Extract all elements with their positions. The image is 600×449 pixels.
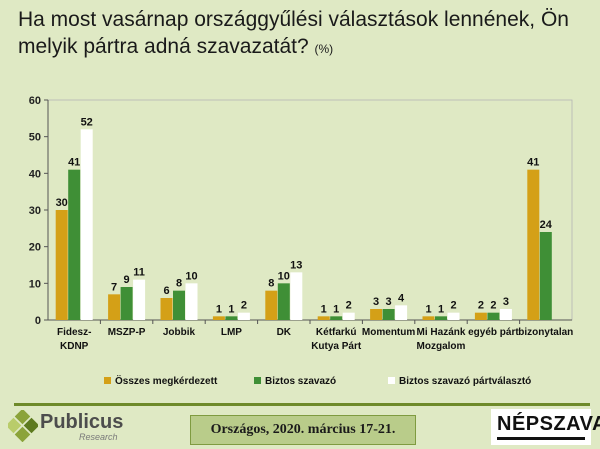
bar-value-label: 8 — [176, 278, 182, 290]
legend-swatch — [388, 377, 395, 384]
bar — [539, 232, 552, 320]
bar — [527, 169, 540, 320]
bar — [160, 298, 173, 320]
publicus-logo-subtext: Research — [79, 432, 118, 442]
bar-value-label: 3 — [386, 296, 392, 308]
y-tick-label: 30 — [29, 205, 41, 217]
y-tick-label: 20 — [29, 242, 41, 254]
x-category-label: Fidesz- — [57, 327, 91, 338]
bar-value-label: 2 — [346, 300, 352, 312]
bar-value-label: 1 — [438, 303, 444, 315]
nepszava-logo: NÉPSZAVA — [491, 409, 600, 445]
footer-divider — [14, 403, 590, 406]
bar-value-label: 1 — [228, 303, 234, 315]
bar-value-label: 3 — [373, 296, 379, 308]
bar — [55, 210, 68, 320]
bar — [317, 316, 330, 320]
bar — [435, 316, 447, 320]
legend-label: Biztos szavazó pártválasztó — [399, 376, 531, 387]
bar — [382, 309, 395, 320]
bar — [185, 283, 198, 320]
bar-value-label: 11 — [133, 267, 145, 279]
x-category-label: Jobbik — [163, 327, 196, 338]
publicus-logo-icon — [8, 410, 38, 442]
bar — [447, 312, 460, 320]
x-category-label: Mozgalom — [417, 341, 466, 352]
bar-value-label: 2 — [490, 300, 496, 312]
x-category-label: Momentum — [362, 327, 415, 338]
x-category-label: KDNP — [60, 341, 89, 352]
bar-value-label: 4 — [398, 292, 405, 304]
bar — [237, 312, 250, 320]
bar — [277, 283, 290, 320]
y-tick-label: 0 — [35, 315, 41, 327]
bar-value-label: 24 — [540, 219, 553, 231]
legend-swatch — [104, 377, 111, 384]
bar — [330, 316, 343, 320]
bar-value-label: 8 — [268, 278, 274, 290]
legend-swatch — [254, 377, 261, 384]
bar — [212, 316, 225, 320]
bar-value-label: 3 — [503, 296, 509, 308]
chart-title-unit: (%) — [314, 42, 334, 56]
bar-value-label: 2 — [478, 300, 484, 312]
bar — [474, 312, 487, 320]
bar-value-label: 10 — [185, 270, 197, 282]
survey-date-label: Országos, 2020. március 17-21. — [190, 415, 416, 445]
y-tick-label: 50 — [29, 132, 41, 144]
x-category-label: egyéb párt — [468, 327, 519, 338]
y-tick-label: 40 — [29, 168, 41, 180]
bar — [422, 316, 435, 320]
bar-value-label: 30 — [56, 197, 68, 209]
bar-value-label: 41 — [68, 157, 80, 169]
bar-value-label: 1 — [216, 303, 222, 315]
bar — [225, 316, 238, 320]
bar-value-label: 7 — [111, 281, 117, 293]
bar-value-label: 41 — [527, 157, 539, 169]
bar — [290, 272, 303, 320]
bar-value-label: 1 — [321, 303, 327, 315]
bar — [133, 279, 146, 320]
bar-value-label: 13 — [290, 259, 302, 271]
bar — [120, 287, 133, 320]
bar-value-label: 10 — [278, 270, 290, 282]
x-category-label: MSZP-P — [108, 327, 146, 338]
y-tick-label: 60 — [29, 95, 41, 107]
bar-value-label: 2 — [450, 300, 456, 312]
x-category-label: Mi Hazánk — [417, 327, 466, 338]
bar-value-label: 52 — [81, 116, 93, 128]
bar — [68, 169, 81, 320]
bar — [487, 312, 500, 320]
x-category-label: Kétfarkú — [316, 327, 357, 338]
publicus-logo: Publicus Research — [4, 407, 124, 447]
bar — [342, 312, 355, 320]
chart-title-text: Ha most vasárnap országgyűlési választás… — [18, 8, 569, 58]
nepszava-logo-text: NÉPSZAVA — [497, 413, 600, 435]
legend-label: Biztos szavazó — [265, 376, 336, 387]
bar-value-label: 1 — [425, 303, 431, 315]
publicus-logo-text: Publicus — [40, 411, 124, 433]
bar — [173, 290, 185, 320]
bar-value-label: 2 — [241, 300, 247, 312]
chart-title: Ha most vasárnap országgyűlési választás… — [18, 6, 593, 63]
x-category-label: bizonytalan — [518, 327, 573, 338]
bar — [395, 305, 408, 320]
bar-value-label: 1 — [333, 303, 339, 315]
legend-label: Összes megkérdezett — [115, 374, 218, 387]
y-tick-label: 10 — [29, 278, 41, 290]
x-category-label: LMP — [221, 327, 242, 338]
x-category-label: DK — [277, 327, 292, 338]
bar-value-label: 6 — [163, 285, 169, 297]
bar — [80, 129, 93, 320]
nepszava-logo-underline — [497, 437, 585, 440]
bar-value-label: 9 — [124, 274, 130, 286]
bar — [265, 290, 278, 320]
bar — [108, 294, 121, 320]
bar — [499, 309, 512, 320]
x-category-label: Kutya Párt — [311, 341, 362, 352]
bar — [370, 309, 383, 320]
